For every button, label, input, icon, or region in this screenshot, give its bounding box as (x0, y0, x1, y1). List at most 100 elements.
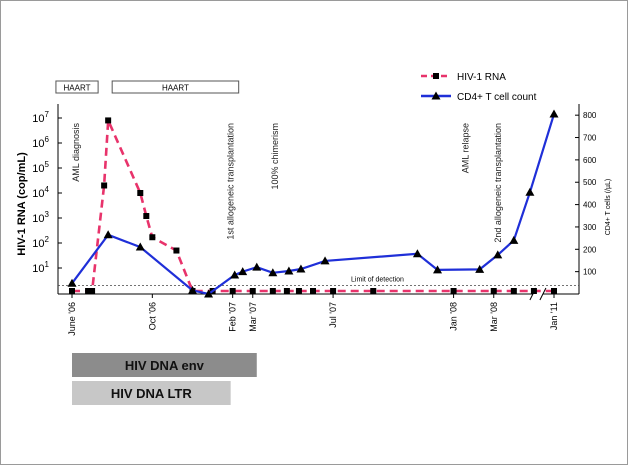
cd4-count-point (103, 230, 113, 239)
limit-of-detection: Limit of detection (58, 277, 579, 286)
cd4-count-point (230, 270, 240, 279)
y-left-tick-exponent: 4 (45, 185, 50, 194)
y-left-tick-label: 104 (32, 185, 49, 200)
cd4-count-point (549, 109, 559, 118)
hiv-dna-ltr-bar (72, 381, 231, 405)
cd4-count-point (252, 262, 262, 271)
cd4-count-point (238, 267, 248, 276)
haart-label: HAART (162, 84, 189, 93)
hiv-dna-bar-label: HIV DNA LTR (111, 386, 192, 401)
y-left-tick-exponent: 6 (45, 135, 50, 144)
cd4-count-point (188, 285, 197, 294)
cd4-count-point (493, 250, 503, 259)
x-tick-label: Mar '08 (489, 302, 499, 332)
y-right-tick-label: 200 (583, 245, 597, 254)
event-annotations: AML diagnosis 1st allogeneic transplantat… (71, 123, 503, 243)
hiv-rna-point (229, 288, 236, 294)
x-tick-label: Feb '07 (228, 302, 238, 332)
y-right-tick-label: 100 (583, 268, 597, 277)
hiv-rna-point (149, 234, 156, 241)
cd4-count-point (284, 266, 294, 275)
legend-label: CD4+ T cell count (457, 92, 537, 103)
x-tick-label: Jul '07 (328, 302, 338, 328)
cd4-count-point (135, 242, 145, 251)
y-left-tick-label: 105 (32, 160, 49, 175)
cd4-count-point (475, 264, 485, 273)
event-annotation: AML diagnosis (71, 123, 81, 182)
x-tick-label: Jan '11 (549, 302, 559, 330)
cd4-count-point (320, 256, 330, 265)
haart-box (55, 80, 99, 94)
hiv-rna-point (490, 288, 497, 294)
cd4-count-point (67, 278, 77, 287)
event-annotation: 100% chimerism (270, 123, 280, 190)
axis-break-mark (539, 287, 547, 301)
x-tick-label: Oct '06 (147, 302, 157, 330)
cd4-count-point (296, 264, 306, 273)
y-left-tick-label: 103 (32, 210, 49, 225)
cd4-count-point (433, 265, 443, 274)
x-tick-label: Jan '08 (449, 302, 459, 331)
hiv-dna-bars: HIV DNA env HIV DNA LTR (72, 353, 257, 405)
hiv-rna-point (89, 288, 96, 294)
hiv-rna-point (143, 213, 150, 220)
y-right-tick-label: 800 (583, 111, 597, 120)
hiv-rna-line (72, 119, 554, 293)
hiv-rna-point (283, 288, 290, 294)
hiv-rna-point (173, 247, 180, 254)
y-right-tick-label: 700 (583, 134, 597, 143)
y-right-tick-label: 600 (583, 156, 597, 165)
hiv-rna-point (330, 288, 337, 294)
y-right-tick-label: 300 (583, 223, 597, 232)
legend-hiv-rna-marker (433, 73, 439, 79)
legend-label: HIV-1 RNA (457, 72, 506, 83)
cd4-count-point (509, 235, 519, 244)
y-left-tick-exponent: 7 (45, 110, 50, 119)
cd4-count-point (204, 289, 214, 298)
y-left-axis-title: HIV-1 RNA (cop/mL) (16, 152, 28, 256)
x-tick-label: Mar '07 (248, 302, 258, 332)
cd4-count-point (268, 268, 278, 277)
event-annotation: 1st allogeneic transplantation (226, 123, 236, 240)
hiv-rna-point (269, 288, 276, 294)
hiv-rna-point (69, 288, 75, 294)
hiv-rna-point (105, 117, 112, 124)
y-left-tick-exponent: 2 (45, 235, 50, 244)
hiv-dna-env-bar (72, 353, 257, 377)
y-right-tick-label: 400 (583, 201, 597, 210)
y-left-tick-label: 107 (32, 110, 49, 125)
hiv-rna-point (370, 288, 377, 294)
y-left-tick-exponent: 1 (45, 260, 50, 269)
hiv-rna-point (85, 288, 92, 294)
y-left-tick-label: 106 (32, 135, 49, 150)
chart-series (67, 109, 559, 298)
cd4-count-point (525, 187, 535, 196)
hiv-dna-bar-label: HIV DNA env (125, 358, 205, 373)
hiv-rna-point (295, 288, 302, 294)
legend-cd4-marker (431, 91, 441, 100)
x-tick-label: June '06 (67, 302, 77, 336)
event-annotation: 2nd allogeneic transplantation (493, 123, 503, 243)
haart-label: HAART (64, 84, 91, 93)
hiv-rna-point (137, 190, 144, 196)
y-right-tick-label: 500 (583, 178, 597, 187)
y-right-axis-title: CD4+ T cells (/µL) (605, 179, 612, 236)
hiv-rna-point (249, 288, 256, 294)
cd4-count-line (71, 113, 556, 296)
cd4-count-point (412, 249, 422, 258)
event-annotation: AML relapse (461, 123, 471, 173)
chart-axes: 101 102 103 104 105 106 107 HIV-1 RNA (cop/mL) 1… (16, 104, 612, 336)
hiv-rna-point (510, 288, 517, 294)
y-left-tick-exponent: 3 (45, 210, 50, 219)
hiv-rna-point (551, 288, 557, 294)
hiv-rna-point (101, 182, 108, 189)
chart-legend: HIV-1 RNA CD4+ T cell count (421, 72, 537, 103)
y-left-tick-label: 102 (32, 235, 49, 250)
limit-of-detection-label: Limit of detection (351, 277, 404, 284)
hiv-rna-point (450, 288, 457, 294)
haart-box (111, 80, 240, 94)
y-left-tick-exponent: 5 (45, 160, 50, 169)
hiv-rna-point (310, 288, 316, 294)
